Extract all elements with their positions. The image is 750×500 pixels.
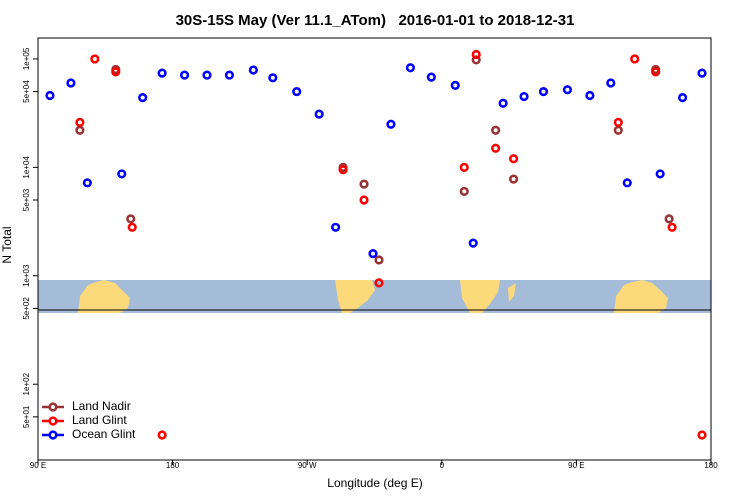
point (331, 222, 341, 232)
ocean-background (38, 280, 711, 313)
point (224, 70, 235, 80)
point (471, 49, 481, 60)
point (538, 86, 549, 97)
point (498, 98, 508, 108)
x-tick-label: 0 (440, 461, 445, 470)
point (468, 238, 478, 248)
point (374, 278, 384, 288)
legend-label: Land Glint (72, 413, 127, 427)
y-tick-label: 5e+01 (22, 405, 31, 428)
point (667, 222, 677, 232)
point (450, 80, 460, 91)
point (613, 125, 623, 135)
y-tick-label: 5e+03 (22, 188, 31, 211)
point (508, 174, 519, 184)
y-tick-label: 1e+02 (22, 372, 31, 395)
point (75, 117, 85, 127)
point (202, 70, 212, 80)
x-tick-label: 90 E (568, 461, 584, 470)
x-tick-label: 90 E (30, 461, 46, 470)
point (126, 214, 136, 224)
point (459, 162, 469, 172)
point (677, 92, 688, 103)
point (368, 249, 378, 259)
y-axis-label: N Total (0, 226, 14, 263)
map-strip (38, 280, 711, 313)
point (138, 92, 148, 103)
point (90, 54, 100, 64)
point (111, 67, 121, 77)
land (460, 280, 500, 313)
chart-title: 30S-15S May (Ver 11.1_ATom) 2016-01-01 t… (176, 12, 575, 29)
land (335, 280, 375, 313)
point (630, 54, 640, 64)
point (459, 186, 469, 197)
point (127, 222, 137, 232)
point (386, 119, 396, 129)
point (359, 179, 369, 189)
point (314, 109, 324, 119)
point (697, 68, 707, 78)
land (614, 280, 668, 313)
land (78, 280, 130, 313)
point (75, 125, 85, 135)
point (292, 86, 302, 97)
land (508, 283, 516, 302)
point (508, 154, 519, 164)
plot-frame (37, 37, 712, 461)
y-tick-label: 5e+04 (22, 80, 31, 103)
y-tick-label: 1e+04 (22, 156, 31, 179)
point (697, 430, 707, 440)
point (45, 90, 55, 101)
point (491, 125, 501, 135)
legend-marker (48, 416, 58, 426)
point (374, 255, 384, 265)
x-tick-label: 90 W (298, 461, 317, 470)
y-tick-label: 1e+03 (22, 264, 31, 287)
x-tick-label: 180 (704, 461, 718, 470)
legend-marker (48, 402, 58, 412)
point (606, 78, 616, 88)
point (622, 178, 632, 188)
x-axis-label: Longitude (deg E) (327, 476, 422, 490)
point (562, 85, 573, 95)
x-tick-label: 180 (166, 461, 180, 470)
point (179, 70, 190, 80)
point (519, 91, 529, 102)
point (66, 78, 76, 88)
point (613, 117, 623, 127)
point (585, 90, 595, 101)
point (664, 214, 674, 224)
point (82, 178, 92, 188)
point (651, 67, 661, 77)
point (655, 169, 665, 179)
point (117, 169, 127, 179)
y-tick-label: 5e+02 (22, 297, 31, 320)
point (157, 68, 167, 78)
legend-label: Land Nadir (72, 399, 131, 413)
point (248, 65, 258, 75)
legend-label: Ocean Glint (72, 427, 136, 441)
legend-marker (48, 430, 58, 440)
y-tick-label: 1e+05 (22, 47, 31, 70)
point (338, 165, 348, 175)
point (405, 63, 415, 73)
point (157, 430, 167, 440)
point (268, 73, 278, 83)
point (491, 143, 501, 153)
point (359, 195, 369, 205)
point (426, 72, 436, 82)
